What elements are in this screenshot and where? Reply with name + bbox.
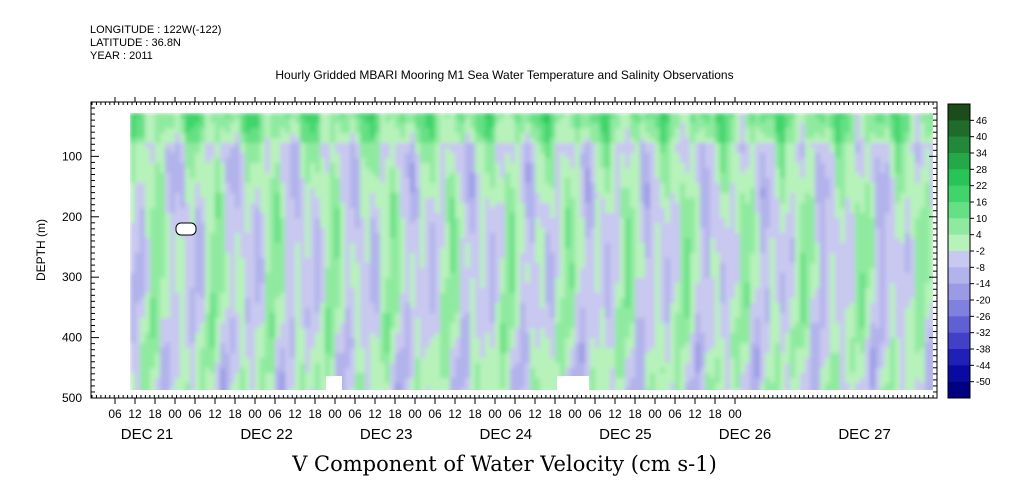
- x-axis-ticks: 06 12 18 00 06 12 18 00 06 12 18 00 06 12 18 00 06 12 18 00…: [91, 97, 934, 421]
- y-tick-label: 100: [62, 149, 82, 163]
- colorbar-swatch: [948, 169, 970, 186]
- colorbar-swatch: [948, 251, 970, 268]
- x-tick-label: 06: [588, 407, 602, 421]
- missing-data-gap: [175, 222, 197, 236]
- x-day-label: DEC 22: [240, 426, 293, 443]
- x-tick-label: 06: [428, 407, 442, 421]
- x-tick-label: 06: [348, 407, 362, 421]
- x-tick-label: 18: [468, 407, 482, 421]
- missing-data-gap: [557, 376, 589, 390]
- x-tick-label: 12: [368, 407, 382, 421]
- x-day-label: DEC 27: [838, 426, 891, 443]
- colorbar-swatch: [948, 218, 970, 235]
- x-tick-label: 12: [688, 407, 702, 421]
- x-day-label: DEC 24: [480, 426, 533, 443]
- colorbar-label: 16: [976, 198, 988, 209]
- x-tick-label: 12: [208, 407, 222, 421]
- x-tick-label: 00: [408, 407, 422, 421]
- x-day-label: DEC 23: [360, 426, 413, 443]
- y-axis-ticks: 100 200 300 400 500: [62, 101, 937, 405]
- x-tick-label: 06: [668, 407, 682, 421]
- colorbar-label: -2: [976, 247, 985, 258]
- colorbar-swatch: [948, 283, 970, 301]
- colorbar-swatch: [948, 136, 970, 154]
- colorbar-label: -8: [976, 263, 985, 274]
- colorbar-swatch: [948, 267, 970, 284]
- colorbar-label: -44: [976, 361, 991, 372]
- x-tick-label: 18: [628, 407, 642, 421]
- x-tick-label: 12: [128, 407, 142, 421]
- x-tick-label: 00: [568, 407, 582, 421]
- y-tick-label: 300: [62, 270, 82, 284]
- colorbar-label: 22: [976, 181, 988, 192]
- x-tick-label: 00: [728, 407, 742, 421]
- colorbar: 46 40 34 28 22 16 10 4 -2 -8 -14 -20 -26 -32 -38 -44 -50: [947, 103, 991, 399]
- colorbar-swatch: [948, 349, 970, 366]
- colorbar-label: -32: [976, 328, 991, 339]
- x-tick-label: 12: [288, 407, 302, 421]
- x-day-label: DEC 26: [719, 426, 772, 443]
- colorbar-swatch: [948, 185, 970, 203]
- x-tick-label: 00: [328, 407, 342, 421]
- x-tick-label: 18: [228, 407, 242, 421]
- plot-frame: [90, 101, 938, 399]
- meta-longitude: LONGITUDE : 122W(-122): [90, 24, 222, 36]
- x-tick-label: 18: [388, 407, 402, 421]
- missing-data-gap: [326, 376, 342, 390]
- colorbar-label: 40: [976, 132, 988, 143]
- y-tick-label: 500: [62, 391, 82, 405]
- x-day-label: DEC 21: [121, 426, 174, 443]
- y-tick-label: 200: [62, 210, 82, 224]
- colorbar-label: 10: [976, 214, 988, 225]
- x-day-label: DEC 25: [599, 426, 652, 443]
- x-tick-label: 12: [448, 407, 462, 421]
- x-tick-label: 06: [508, 407, 522, 421]
- colorbar-label: -14: [976, 279, 991, 290]
- y-axis-label: DEPTH (m): [34, 219, 48, 281]
- x-tick-label: 00: [168, 407, 182, 421]
- x-tick-label: 12: [608, 407, 622, 421]
- colorbar-swatch: [948, 381, 970, 399]
- colorbar-label: 46: [976, 116, 988, 127]
- colorbar-swatch: [948, 202, 970, 219]
- meta-latitude: LATITUDE : 36.8N: [90, 37, 181, 49]
- colorbar-swatch: [948, 365, 970, 382]
- colorbar-swatch: [948, 153, 970, 170]
- colorbar-swatch: [948, 316, 970, 333]
- colorbar-label: -50: [976, 377, 991, 388]
- chart-title: Hourly Gridded MBARI Mooring M1 Sea Wate…: [275, 68, 734, 82]
- x-tick-label: 06: [188, 407, 202, 421]
- colorbar-swatch: [948, 104, 970, 121]
- colorbar-swatch: [948, 300, 970, 317]
- x-tick-label: 00: [488, 407, 502, 421]
- y-tick-label: 400: [62, 331, 82, 345]
- x-tick-label: 18: [708, 407, 722, 421]
- colorbar-label: 4: [976, 230, 982, 241]
- x-tick-label: 06: [268, 407, 282, 421]
- x-tick-label: 18: [548, 407, 562, 421]
- colorbar-swatch: [948, 234, 970, 252]
- header-meta: LONGITUDE : 122W(-122) LATITUDE : 36.8N …: [90, 24, 221, 63]
- x-tick-label: 06: [108, 407, 122, 421]
- colorbar-label: -20: [976, 296, 991, 307]
- x-tick-label: 18: [148, 407, 162, 421]
- heatmap-field: [130, 113, 933, 390]
- colorbar-swatch: [948, 120, 970, 137]
- x-tick-label: 00: [248, 407, 262, 421]
- colorbar-label: 34: [976, 149, 988, 160]
- colorbar-swatch: [948, 332, 970, 350]
- colorbar-label: 28: [976, 165, 988, 176]
- meta-year: YEAR : 2011: [90, 50, 153, 62]
- colorbar-label: -26: [976, 312, 991, 323]
- x-tick-label: 12: [528, 407, 542, 421]
- chart-subtitle: V Component of Water Velocity (cm s-1): [292, 452, 717, 476]
- colorbar-label: -38: [976, 345, 991, 356]
- x-tick-label: 18: [308, 407, 322, 421]
- x-tick-label: 00: [648, 407, 662, 421]
